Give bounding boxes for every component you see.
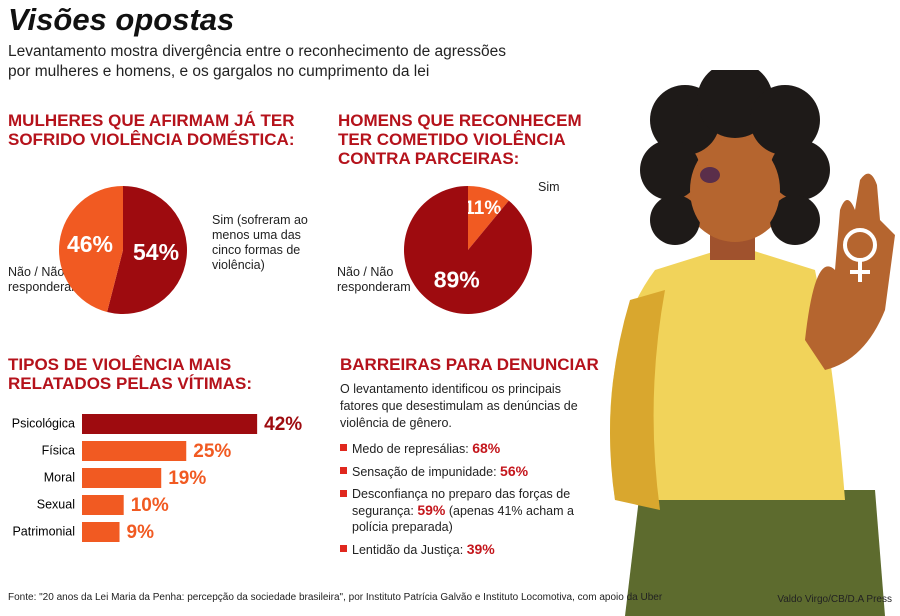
bar bbox=[82, 495, 124, 515]
bar bbox=[82, 414, 258, 434]
intro: O levantamento identificou os principais… bbox=[340, 382, 578, 430]
barrier-label: Sensação de impunidade: bbox=[352, 465, 497, 479]
value-label: 19% bbox=[168, 468, 206, 489]
barrier-value: 56% bbox=[500, 463, 529, 479]
source: Fonte: "20 anos da Lei Maria da Penha: p… bbox=[8, 592, 663, 603]
title: Visões opostas bbox=[8, 2, 235, 37]
value-label: 25% bbox=[193, 441, 231, 462]
section-title: BARREIRAS PARA DENUNCIAR bbox=[340, 355, 599, 374]
category-label: Moral bbox=[44, 470, 75, 484]
barrier-item: Sensação de impunidade: 56% bbox=[340, 463, 575, 480]
pie-slice bbox=[107, 186, 188, 315]
bar bbox=[82, 468, 162, 488]
pie-slice bbox=[468, 186, 509, 250]
barrier-label: Desconfiança no preparo das forças de se… bbox=[352, 487, 571, 518]
barrier-label: Lentidão da Justiça: bbox=[352, 543, 464, 557]
section-title: TIPOS DE VIOLÊNCIA MAIS RELATADOS PELAS … bbox=[8, 355, 252, 393]
barrier-item: Medo de represálias: 68% bbox=[340, 440, 575, 457]
pie-slice bbox=[404, 186, 532, 314]
illustration bbox=[610, 70, 895, 616]
section-title: HOMENS QUE RECONHECEM TER COMETIDO VIOLÊ… bbox=[338, 111, 582, 168]
bar bbox=[82, 441, 187, 461]
pie-label: Sim bbox=[538, 180, 560, 194]
section-title: MULHERES QUE AFIRMAM JÁ TER SOFRIDO VIOL… bbox=[8, 111, 295, 149]
barrier-value: 39% bbox=[466, 541, 495, 557]
barrier-label: Medo de represálias: bbox=[352, 442, 469, 456]
charts: 54% 46% 11% 89% Psicológica 42% Física 25% Moral… bbox=[12, 186, 532, 543]
value-label: 9% bbox=[127, 522, 155, 543]
value-label: 42% bbox=[264, 414, 302, 435]
value-label: 54% bbox=[133, 239, 179, 265]
category-label: Patrimonial bbox=[12, 524, 75, 538]
pie-label: Sim (sofreram ao menos uma das cinco for… bbox=[212, 213, 308, 272]
barrier-value: 68% bbox=[472, 440, 501, 456]
bar bbox=[82, 522, 120, 542]
barrier-value: 59% bbox=[417, 502, 446, 518]
pie-label: Não / Não responderam bbox=[337, 265, 411, 294]
category-label: Física bbox=[42, 443, 75, 457]
pie-slice bbox=[59, 186, 123, 312]
value-label: 89% bbox=[434, 266, 480, 292]
subtitle: Levantamento mostra divergência entre o … bbox=[8, 43, 507, 80]
barrier-list: Medo de represálias: 68% Sensação de imp… bbox=[340, 440, 575, 564]
value-label: 46% bbox=[67, 231, 113, 257]
value-label: 10% bbox=[131, 495, 169, 516]
category-label: Psicológica bbox=[12, 416, 75, 430]
category-label: Sexual bbox=[37, 497, 75, 511]
barrier-item: Desconfiança no preparo das forças de se… bbox=[340, 486, 575, 535]
credit: Valdo Virgo/CB/D.A Press bbox=[777, 594, 892, 605]
value-label: 11% bbox=[464, 198, 501, 219]
barrier-item: Lentidão da Justiça: 39% bbox=[340, 541, 575, 558]
pie-label: Não / Não responderam bbox=[8, 265, 82, 294]
barrier-note: (apenas 41% acham a polícia preparada) bbox=[352, 504, 574, 534]
